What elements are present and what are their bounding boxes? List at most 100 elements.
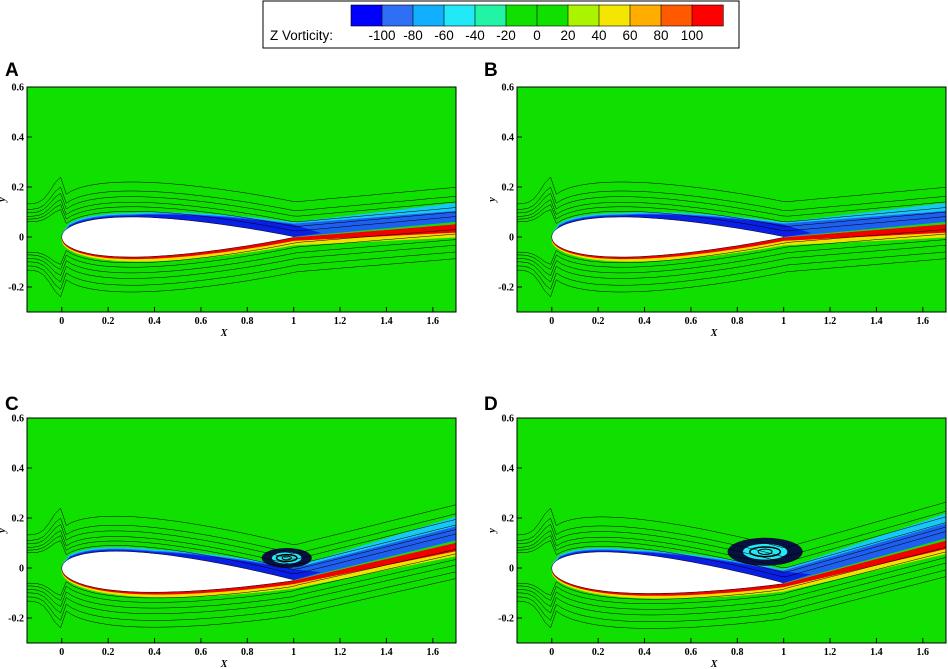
streamline [27, 176, 456, 205]
y-tick-label: 0.6 [12, 414, 25, 425]
streamline [27, 533, 456, 574]
axis-ticks: 0 0.2 0.4 0.6 0.8 1 1.2 1.4 1.6 -0.2 0 0.2 0.4 0.6 [498, 414, 929, 659]
legend-tick-label: -80 [403, 28, 423, 43]
x-tick-label: 0.8 [731, 316, 744, 327]
colorbar-legend: Z Vorticity: -100 -80 -60 -40 -20 0 20 40 60 80 10… [262, 0, 740, 49]
plot-area [517, 87, 946, 312]
streamline [517, 209, 946, 232]
plot-area [27, 418, 456, 643]
x-tick-label: 0.2 [592, 647, 605, 658]
y-axis-label: y [487, 528, 498, 534]
x-tick-label: 0.2 [102, 316, 115, 327]
streamline [27, 549, 456, 599]
vortex-center [757, 548, 773, 555]
x-tick-label: 0.6 [195, 647, 208, 658]
x-tick-label: 1.6 [917, 647, 930, 658]
legend-swatch [536, 4, 569, 27]
plot-frame [26, 417, 457, 644]
y-axis-label: y [0, 528, 8, 534]
legend-ticks: -100 -80 -60 -40 -20 0 20 40 60 80 100 [368, 28, 703, 43]
vortex-inner-streamline [275, 553, 298, 563]
streamline [517, 557, 946, 610]
x-tick-label: 0.4 [638, 316, 651, 327]
streamline [517, 576, 946, 629]
x-tick-label: 0 [549, 647, 554, 658]
x-tick-label: 0 [59, 316, 64, 327]
legend-tick-label: -20 [496, 28, 516, 43]
streamline [27, 504, 456, 545]
x-tick-label: 0.2 [102, 647, 115, 658]
legend-tick-label: -40 [465, 28, 485, 43]
legend-swatch [474, 4, 507, 27]
airfoil [551, 216, 784, 258]
x-tick-label: 0.6 [685, 316, 698, 327]
x-tick-label: 1.6 [917, 316, 930, 327]
x-tick-label: 1.2 [824, 316, 837, 327]
streamline [27, 209, 456, 232]
y-tick-label: 0.2 [502, 514, 515, 525]
legend-swatch [505, 4, 538, 27]
y-tick-label: 0.2 [12, 183, 25, 194]
x-tick-label: 0.6 [685, 647, 698, 658]
streamline [517, 522, 946, 568]
streamline [27, 199, 456, 223]
vortex-inner-streamline [749, 546, 782, 558]
streamline [517, 501, 946, 548]
x-tick-label: 1 [291, 647, 296, 658]
x-tick-label: 1.2 [824, 647, 837, 658]
panel-d: 0 0.2 0.4 0.6 0.8 1 1.2 1.4 1.6 -0.2 0 0.2 0.4 0.6 Xy D [484, 394, 947, 669]
legend-tick-label: 40 [591, 28, 606, 43]
plot-frame [516, 417, 947, 644]
positive-vorticity-layer [551, 224, 946, 260]
x-tick-label: 1 [781, 647, 786, 658]
streamline [517, 531, 946, 577]
streamlines [27, 504, 456, 629]
y-axis-label: y [0, 197, 8, 203]
streamline [27, 229, 456, 265]
x-tick-label: 1 [291, 316, 296, 327]
x-tick-label: 0.6 [195, 316, 208, 327]
streamline [517, 239, 946, 276]
legend-tick-label: 0 [533, 28, 541, 43]
negative-vorticity-core [551, 214, 812, 237]
panel-label: A [5, 60, 19, 81]
x-tick-label: 0.2 [592, 316, 605, 327]
legend-swatch [598, 4, 631, 27]
x-tick-label: 1.4 [870, 316, 883, 327]
x-tick-label: 1.2 [334, 316, 347, 327]
vorticity-field [27, 418, 456, 643]
panel-b: 0 0.2 0.4 0.6 0.8 1 1.2 1.4 1.6 -0.2 0 0.2 0.4 0.6 Xy B [484, 60, 947, 339]
x-tick-label: 1.4 [870, 647, 883, 658]
y-tick-label: 0.4 [12, 133, 25, 144]
y-tick-label: 0.6 [12, 83, 25, 94]
x-tick-label: 0.4 [638, 647, 651, 658]
x-tick-label: 0.4 [148, 316, 161, 327]
streamline [517, 562, 946, 616]
plot-frame [516, 86, 947, 313]
streamline [517, 516, 946, 563]
legend-tick-label: 100 [681, 28, 704, 43]
legend-swatch [629, 4, 662, 27]
legend-tick-label: 20 [560, 28, 575, 43]
x-tick-label: 1.2 [334, 647, 347, 658]
airfoil [61, 216, 294, 258]
y-tick-label: 0.4 [12, 464, 25, 475]
streamline [27, 529, 456, 570]
streamline [27, 233, 456, 270]
y-tick-label: -0.2 [498, 614, 514, 625]
axis-ticks: 0 0.2 0.4 0.6 0.8 1 1.2 1.4 1.6 -0.2 0 0.2 0.4 0.6 [8, 83, 439, 328]
legend-tick-label: 60 [622, 28, 637, 43]
panel-label: D [484, 394, 498, 415]
streamlines [27, 176, 456, 298]
streamline [517, 186, 946, 211]
positive-vorticity-layer [551, 540, 946, 596]
streamline [27, 186, 456, 211]
streamline [27, 513, 456, 554]
streamline [27, 239, 456, 276]
legend-tick-label: 80 [653, 28, 668, 43]
y-tick-label: 0 [19, 564, 24, 575]
airfoil [551, 551, 784, 594]
vorticity-field [517, 418, 946, 643]
positive-vorticity-layer [61, 542, 456, 595]
